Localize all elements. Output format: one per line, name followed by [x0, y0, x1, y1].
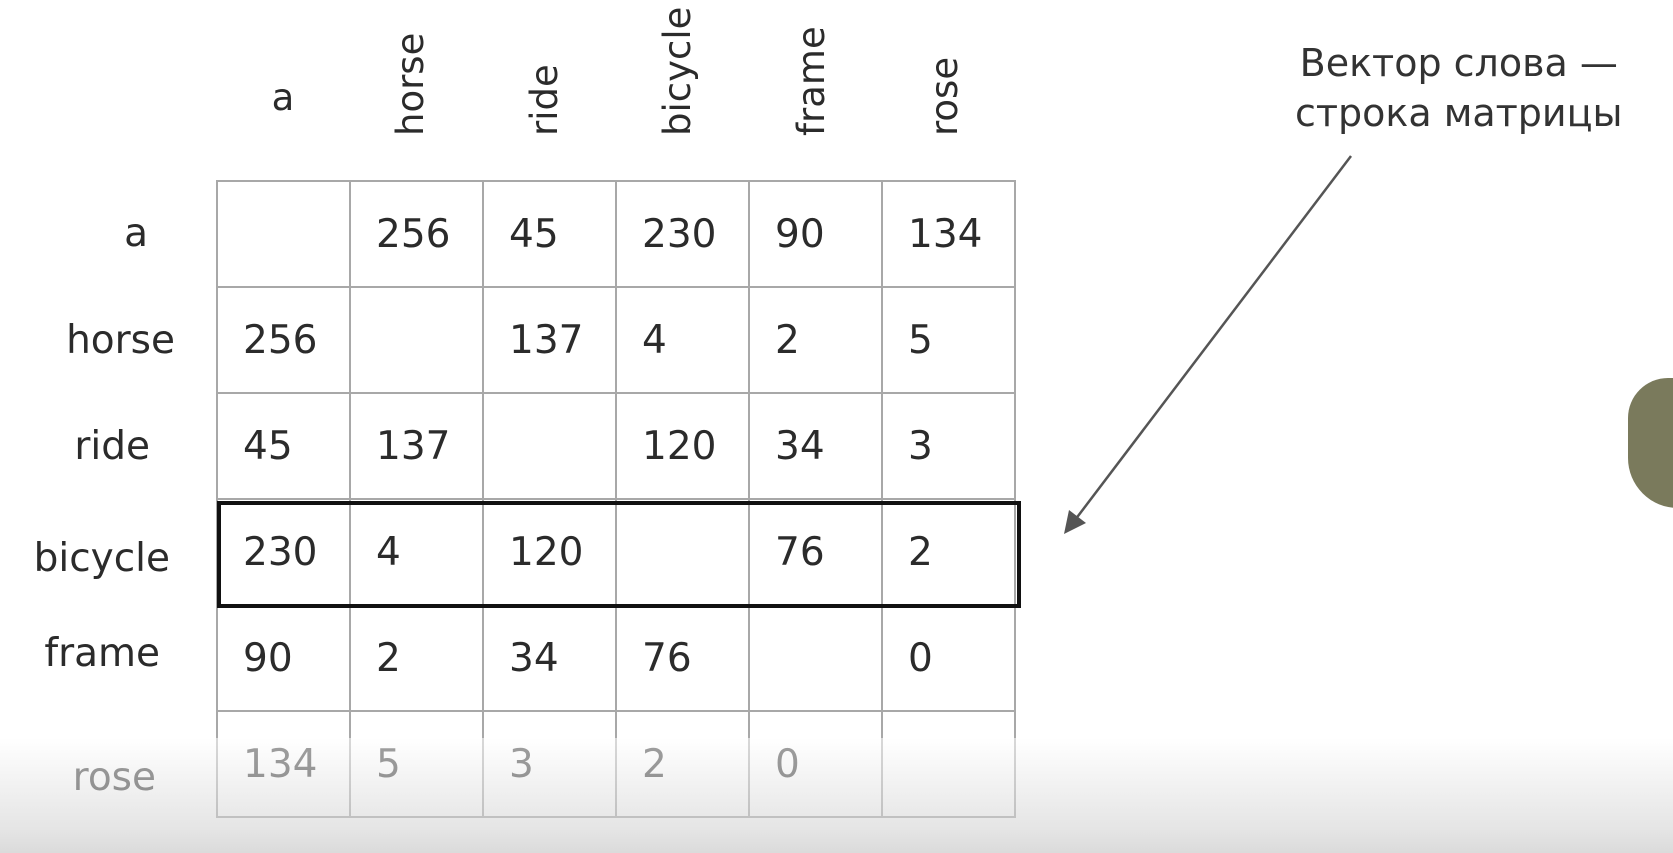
matrix-row-ride: 45 137 120 34 3 [216, 392, 1016, 500]
matrix-cell: 137 [482, 286, 617, 394]
matrix-cell: 134 [881, 180, 1016, 288]
matrix-cell: 4 [615, 286, 750, 394]
matrix-cell: 90 [748, 180, 883, 288]
highlighted-row-box [217, 501, 1021, 608]
matrix-row-a: 256 45 230 90 134 [216, 180, 1016, 288]
matrix-cell [349, 286, 484, 394]
matrix-cell: 45 [482, 180, 617, 288]
video-bottom-gradient [0, 738, 1673, 853]
matrix-cell: 120 [615, 392, 750, 500]
matrix-cell: 76 [615, 604, 750, 712]
matrix-cell [216, 180, 351, 288]
matrix-row-frame: 90 2 34 76 0 [216, 604, 1016, 712]
matrix-cell: 0 [881, 604, 1016, 712]
matrix-cell [615, 498, 750, 606]
matrix-row-horse: 256 137 4 2 5 [216, 286, 1016, 394]
matrix-cell: 137 [349, 392, 484, 500]
matrix-cell: 45 [216, 392, 351, 500]
matrix-cell: 120 [482, 498, 617, 606]
matrix-cell: 2 [748, 286, 883, 394]
matrix-cell: 5 [881, 286, 1016, 394]
matrix-cell: 256 [216, 286, 351, 394]
matrix-cell: 256 [349, 180, 484, 288]
row-label-frame: frame [44, 631, 160, 676]
matrix-cell [748, 604, 883, 712]
callout-text: Вектор слова — строка матрицы [1295, 38, 1623, 138]
row-label-bicycle: bicycle [33, 536, 170, 581]
arrow-line [1074, 155, 1352, 521]
matrix-cell: 90 [216, 604, 351, 712]
matrix-cell: 34 [482, 604, 617, 712]
matrix-cell: 2 [881, 498, 1016, 606]
column-header-a: a [271, 76, 295, 119]
arrow-head [1064, 510, 1086, 534]
callout-line-2: строка матрицы [1295, 91, 1623, 135]
matrix-cell: 34 [748, 392, 883, 500]
matrix-cell: 230 [615, 180, 750, 288]
row-label-ride: ride [74, 424, 150, 469]
row-label-a: a [124, 211, 148, 256]
matrix-cell [482, 392, 617, 500]
matrix-cell: 3 [881, 392, 1016, 500]
row-label-horse: horse [66, 318, 175, 363]
callout-line-1: Вектор слова — [1299, 41, 1618, 85]
